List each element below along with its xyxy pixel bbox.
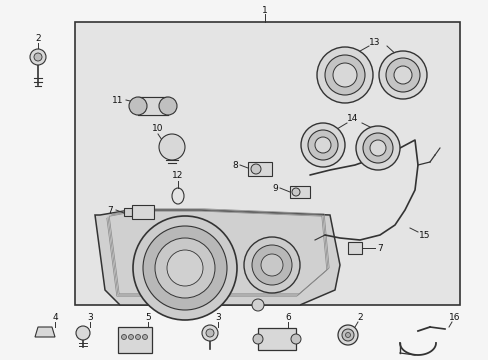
Polygon shape [35,327,55,337]
Circle shape [205,329,214,337]
Bar [75,22,459,305]
Circle shape [142,334,147,339]
Circle shape [135,334,140,339]
Circle shape [167,250,203,286]
Polygon shape [95,210,339,305]
Circle shape [142,226,226,310]
Text: 3: 3 [215,312,221,321]
Circle shape [34,53,42,61]
Text: 10: 10 [152,123,163,132]
Circle shape [393,66,411,84]
Circle shape [244,237,299,293]
Text: 11: 11 [112,95,123,104]
Text: 14: 14 [346,113,358,122]
Text: 4: 4 [52,312,58,321]
Circle shape [290,334,301,344]
Circle shape [337,325,357,345]
Text: 5: 5 [145,312,151,321]
Circle shape [301,123,345,167]
Bar [138,97,168,115]
Circle shape [261,254,283,276]
Bar [132,205,154,219]
Text: 2: 2 [35,33,41,42]
Bar [118,327,152,353]
Text: 9: 9 [271,184,277,193]
Circle shape [378,51,426,99]
Circle shape [76,326,90,340]
Text: 12: 12 [172,171,183,180]
Text: 13: 13 [368,37,380,46]
Circle shape [369,140,385,156]
Circle shape [341,329,353,341]
Circle shape [128,334,133,339]
Circle shape [385,58,419,92]
Text: 7: 7 [376,243,382,252]
Circle shape [251,299,264,311]
Bar [289,186,309,198]
Circle shape [362,133,392,163]
Bar [258,328,295,350]
Bar [124,208,132,216]
Text: 6: 6 [285,312,290,321]
Circle shape [325,55,364,95]
Circle shape [251,245,291,285]
Bar [247,162,271,176]
Text: 1: 1 [262,5,267,14]
Circle shape [133,216,237,320]
Bar [347,242,361,254]
Text: 3: 3 [87,312,93,321]
Circle shape [30,49,46,65]
Circle shape [345,333,350,338]
Text: 7: 7 [107,206,113,215]
Circle shape [332,63,356,87]
Text: 15: 15 [418,230,430,239]
Circle shape [155,238,215,298]
Circle shape [159,134,184,160]
Circle shape [129,97,147,115]
Text: 2: 2 [356,312,362,321]
Circle shape [252,334,263,344]
Circle shape [291,188,299,196]
Circle shape [307,130,337,160]
Circle shape [121,334,126,339]
Text: 8: 8 [232,161,237,170]
Circle shape [250,164,261,174]
Circle shape [355,126,399,170]
Circle shape [202,325,218,341]
Circle shape [159,97,177,115]
Circle shape [314,137,330,153]
Circle shape [316,47,372,103]
Text: 16: 16 [448,312,460,321]
